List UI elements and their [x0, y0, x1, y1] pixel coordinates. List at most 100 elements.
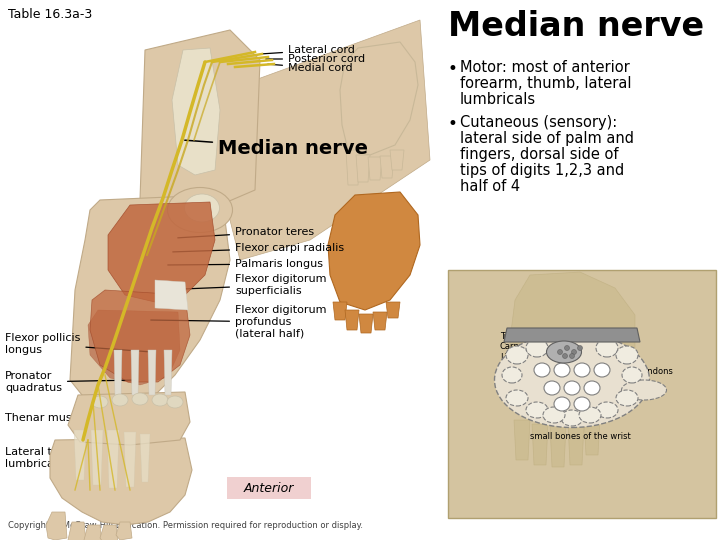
Polygon shape [532, 424, 548, 465]
Ellipse shape [622, 367, 642, 383]
Polygon shape [504, 328, 640, 342]
Text: lateral side of palm and: lateral side of palm and [460, 131, 634, 146]
Text: tips of digits 1,2,3 and: tips of digits 1,2,3 and [460, 163, 624, 178]
Polygon shape [68, 522, 86, 540]
Text: fingers, dorsal side of: fingers, dorsal side of [460, 147, 618, 162]
Text: •: • [447, 60, 457, 78]
Ellipse shape [564, 381, 580, 395]
Text: Table 16.3a-3: Table 16.3a-3 [8, 8, 92, 21]
Text: Flexor digitorum
profundus
(lateral half): Flexor digitorum profundus (lateral half… [150, 306, 326, 339]
Text: Flexor pollicis
longus: Flexor pollicis longus [5, 333, 149, 355]
Polygon shape [88, 310, 180, 385]
Text: Pronator teres: Pronator teres [178, 227, 314, 238]
Polygon shape [74, 430, 86, 480]
Text: Lateral cord: Lateral cord [263, 45, 355, 55]
Text: Flexor digitorum
superficialis: Flexor digitorum superficialis [161, 274, 326, 296]
Polygon shape [568, 424, 584, 465]
Text: •: • [447, 115, 457, 133]
Ellipse shape [546, 341, 582, 363]
Text: lumbricals: lumbricals [460, 92, 536, 107]
Ellipse shape [167, 396, 183, 408]
Polygon shape [340, 42, 418, 155]
Polygon shape [155, 280, 188, 310]
Polygon shape [91, 430, 103, 485]
Polygon shape [359, 314, 373, 333]
Text: Medial cord: Medial cord [268, 63, 353, 73]
Ellipse shape [132, 393, 148, 405]
Text: Flexor Tendons: Flexor Tendons [610, 368, 673, 376]
Text: small bones of the wrist: small bones of the wrist [530, 432, 631, 441]
Text: Flexor carpi radialis: Flexor carpi radialis [173, 243, 344, 253]
Polygon shape [550, 426, 566, 467]
Polygon shape [84, 525, 102, 540]
Ellipse shape [561, 410, 583, 426]
Polygon shape [510, 272, 635, 425]
Ellipse shape [92, 396, 108, 408]
Polygon shape [140, 434, 150, 482]
Polygon shape [172, 48, 220, 175]
Text: Median nerve: Median nerve [185, 138, 368, 158]
Polygon shape [386, 302, 400, 318]
Ellipse shape [502, 367, 522, 383]
Ellipse shape [554, 363, 570, 377]
Polygon shape [124, 432, 136, 487]
Ellipse shape [543, 407, 565, 423]
Ellipse shape [564, 346, 570, 350]
Text: Palmaris longus: Palmaris longus [168, 259, 323, 269]
Ellipse shape [495, 333, 649, 428]
Polygon shape [50, 438, 192, 525]
Ellipse shape [570, 354, 575, 359]
Polygon shape [333, 302, 347, 320]
Polygon shape [90, 290, 190, 382]
Polygon shape [108, 202, 215, 302]
Ellipse shape [168, 187, 233, 233]
Polygon shape [514, 420, 530, 460]
Polygon shape [346, 150, 360, 185]
Polygon shape [68, 392, 190, 445]
Polygon shape [356, 155, 370, 182]
Ellipse shape [574, 363, 590, 377]
Ellipse shape [577, 346, 582, 350]
Ellipse shape [596, 402, 618, 418]
Text: half of 4: half of 4 [460, 179, 520, 194]
Polygon shape [100, 525, 118, 540]
Ellipse shape [557, 349, 562, 354]
Polygon shape [328, 192, 420, 310]
Ellipse shape [544, 381, 560, 395]
Text: Transverse
Carpal
Ligament: Transverse Carpal Ligament [500, 332, 546, 362]
Text: forearm, thumb, lateral: forearm, thumb, lateral [460, 76, 631, 91]
Polygon shape [140, 30, 260, 220]
Polygon shape [148, 350, 156, 395]
Ellipse shape [112, 394, 128, 406]
Text: Thenar muscles: Thenar muscles [5, 413, 107, 423]
Ellipse shape [594, 363, 610, 377]
Polygon shape [70, 195, 230, 410]
Text: Pronator
quadratus: Pronator quadratus [5, 371, 135, 393]
Ellipse shape [574, 397, 590, 411]
Text: Anterior: Anterior [244, 482, 294, 495]
Ellipse shape [584, 381, 600, 395]
Ellipse shape [621, 380, 667, 400]
Ellipse shape [526, 339, 548, 357]
Text: Motor: most of anterior: Motor: most of anterior [460, 60, 630, 75]
Text: Lateral two
lumbricals: Lateral two lumbricals [5, 447, 85, 469]
Polygon shape [114, 350, 122, 395]
Ellipse shape [616, 390, 638, 406]
Polygon shape [116, 522, 132, 540]
Ellipse shape [554, 397, 570, 411]
Text: Posterior cord: Posterior cord [266, 54, 365, 64]
Polygon shape [380, 156, 394, 178]
Ellipse shape [572, 349, 577, 354]
Polygon shape [345, 310, 359, 330]
Polygon shape [164, 350, 172, 395]
FancyBboxPatch shape [448, 270, 716, 518]
Polygon shape [584, 418, 600, 455]
Ellipse shape [534, 363, 550, 377]
Text: Median Nerve: Median Nerve [522, 354, 581, 362]
Ellipse shape [596, 339, 618, 357]
Ellipse shape [506, 390, 528, 406]
Text: Median nerve: Median nerve [448, 10, 704, 43]
Polygon shape [373, 312, 387, 330]
Ellipse shape [616, 346, 638, 364]
Polygon shape [368, 157, 382, 180]
